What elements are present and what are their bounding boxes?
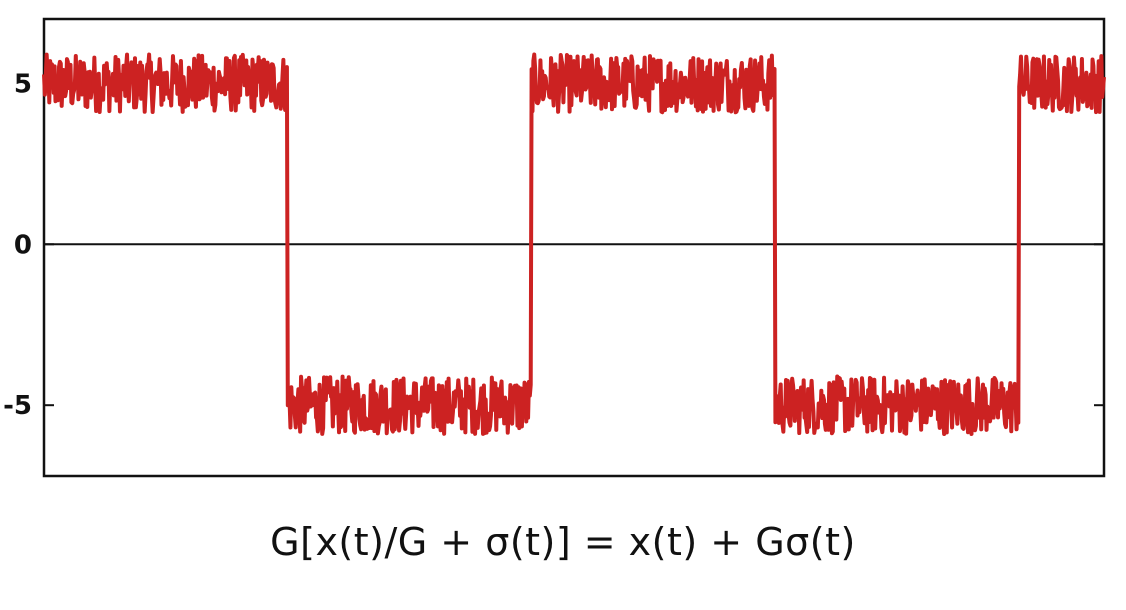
y-tick-label: -5 <box>3 391 32 421</box>
series-line <box>42 52 1106 437</box>
y-tick-labels: 5 0 -5 <box>3 69 32 421</box>
equation-caption: G[x(t)/G + σ(t)] = x(t) + Gσ(t) <box>270 520 856 564</box>
y-tick-label: 0 <box>14 230 32 260</box>
y-tick-label: 5 <box>14 69 32 99</box>
